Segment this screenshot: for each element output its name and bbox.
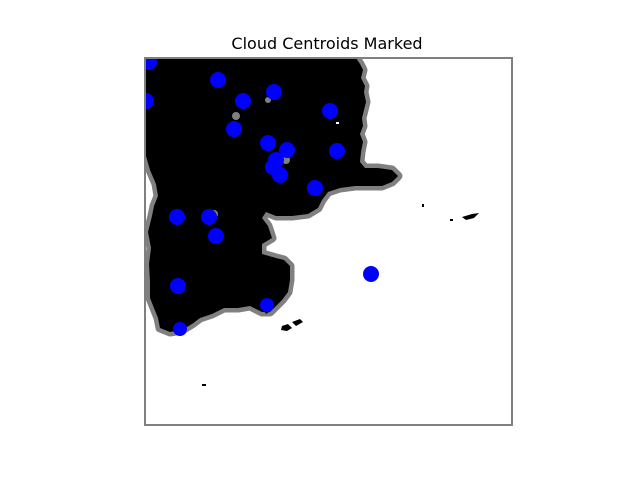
- centroid-marker: [201, 209, 217, 225]
- centroid-marker: [279, 142, 295, 158]
- cloud-fragment: [281, 324, 292, 331]
- centroid-marker: [329, 143, 345, 159]
- centroid-marker: [307, 180, 323, 196]
- centroid-marker: [272, 167, 288, 183]
- centroid-marker: [169, 209, 185, 225]
- centroid-marker: [363, 266, 379, 282]
- centroid-marker: [226, 121, 242, 137]
- centroid-marker: [145, 93, 154, 109]
- cloud-fragment: [462, 213, 479, 220]
- centroid-markers: [145, 58, 379, 336]
- centroid-marker: [235, 93, 251, 109]
- cloud-fragment: [422, 204, 424, 207]
- cloud-hole: [282, 156, 290, 164]
- centroid-marker: [208, 228, 224, 244]
- centroid-marker: [266, 84, 282, 100]
- centroid-marker: [173, 322, 187, 336]
- figure-title: Cloud Centroids Marked: [231, 34, 423, 53]
- centroid-marker: [145, 58, 157, 70]
- cloud-mask-layer: [145, 58, 479, 386]
- cloud-fragment: [336, 122, 339, 124]
- centroid-marker: [260, 135, 276, 151]
- cloud-fragment: [292, 319, 303, 326]
- cloud-mass: [145, 58, 398, 332]
- centroid-marker: [260, 298, 274, 312]
- axes-frame: [144, 57, 513, 426]
- centroid-marker: [170, 278, 186, 294]
- cloud-hole: [232, 112, 240, 120]
- centroid-marker: [322, 103, 338, 119]
- centroid-marker: [210, 72, 226, 88]
- cloud-fragment: [202, 384, 206, 386]
- cloud-fragment: [450, 219, 453, 221]
